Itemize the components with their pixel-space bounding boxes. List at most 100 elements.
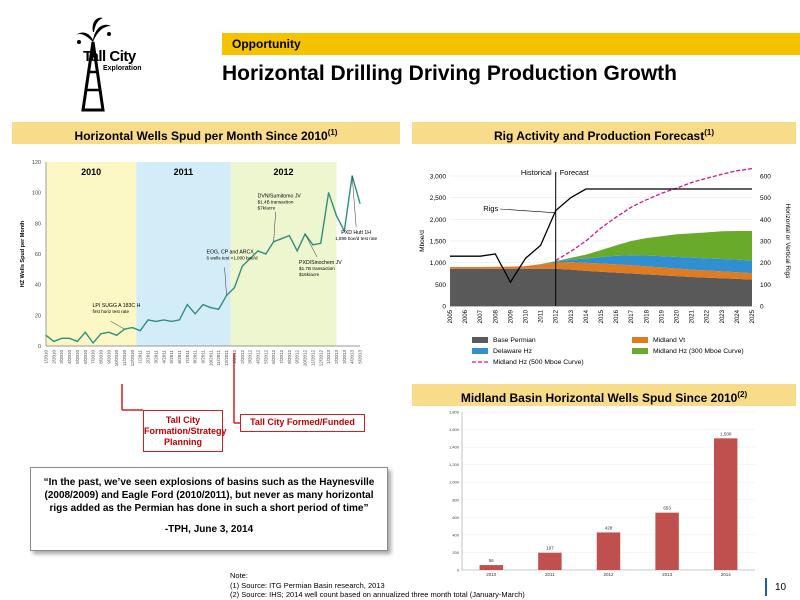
quote-attribution: -TPH, June 3, 2014 xyxy=(164,524,254,535)
y-tick-label: 1,000 xyxy=(449,480,460,485)
wells-point xyxy=(147,319,149,321)
x-tick-label: 2011 xyxy=(539,309,545,323)
wells-point xyxy=(351,175,353,177)
x-tick-label: 8/2011 xyxy=(193,350,198,364)
y2-tick-label: 200 xyxy=(760,260,771,267)
legend-label: Delaware Hz xyxy=(493,348,533,355)
footnotes: Note: (1) Source: ITG Permian Basin rese… xyxy=(230,571,525,600)
x-tick-label: 2012 xyxy=(603,572,614,576)
wells-point xyxy=(45,334,47,336)
legend-label: Midland Hz (300 Mboe Curve) xyxy=(653,348,744,355)
y-tick-label: 400 xyxy=(452,532,459,537)
y-tick-label: 1,400 xyxy=(449,445,460,450)
y2-tick-label: 400 xyxy=(760,217,771,224)
x-tick-label: 2014 xyxy=(584,309,590,323)
annotation-title: EOG, CP and ARCX xyxy=(207,249,255,255)
y-tick-label: 0 xyxy=(457,568,460,573)
x-tick-label: 3/2013 xyxy=(342,350,347,364)
note-1: (1) Source: ITG Permian Basin research, … xyxy=(230,580,385,590)
wells-point xyxy=(194,313,196,315)
y-tick-label: 1,200 xyxy=(449,462,460,467)
bar-value-label: 197 xyxy=(546,546,554,551)
legend-swatch xyxy=(632,337,648,343)
wells-point xyxy=(61,337,63,339)
midland-bar-chart: 0 200 400 600 800 1,000 1,200 1,400 1,600 1,800 56… xyxy=(449,410,755,576)
x-tick-label: 2/2011 xyxy=(146,350,151,364)
area-series xyxy=(450,262,752,280)
y-tick-label: 80 xyxy=(35,221,41,227)
logo-line1: Tall City xyxy=(83,48,136,65)
x-tick-label: 1/2011 xyxy=(138,350,143,364)
area-series xyxy=(450,255,752,274)
year-band-label: 2012 xyxy=(273,167,293,177)
callout-formation: Tall City Formation/Strategy Planning xyxy=(143,410,227,452)
note-2: (2) Source: IHS; 2014 well count based o… xyxy=(230,590,525,599)
callout-formed: Tall City Formed/Funded xyxy=(240,414,365,432)
x-tick-label: 2/2012 xyxy=(240,350,245,364)
x-tick-label: 1/2013 xyxy=(326,350,331,364)
y-tick-label: 0 xyxy=(38,344,41,350)
x-tick-label: 3/2010 xyxy=(59,350,64,364)
y-tick-label: 3,000 xyxy=(430,174,447,181)
bar-value-label: 428 xyxy=(605,525,613,530)
wells-point xyxy=(328,192,330,194)
y-tick-label: 1,600 xyxy=(449,427,460,432)
forecast-label: Forecast xyxy=(560,168,590,177)
quote-box: “In the past, we’ve seen explosions of b… xyxy=(30,467,388,551)
note-heading: Note: xyxy=(230,571,248,580)
wells-point xyxy=(343,230,345,232)
x-tick-label: 2013 xyxy=(569,309,575,323)
y-tick-label: 2,500 xyxy=(430,195,447,202)
wells-point xyxy=(186,304,188,306)
legend-label: Midland Hz (500 Mboe Curve) xyxy=(493,359,584,366)
y2-tick-label: 100 xyxy=(760,282,771,289)
x-tick-label: 9/2012 xyxy=(295,350,300,364)
bar-value-label: 1,500 xyxy=(720,431,732,436)
x-tick-label: 10/2010 xyxy=(114,350,119,367)
bar xyxy=(713,438,738,570)
x-tick-label: 12/2010 xyxy=(130,350,135,367)
bar xyxy=(479,565,504,570)
x-tick-label: 2022 xyxy=(705,309,711,323)
y-tick-label: 600 xyxy=(452,515,459,520)
company-logo: Tall City Exploration xyxy=(55,12,165,112)
top-right-panel-sup: (1) xyxy=(704,128,715,137)
x-tick-label: 2012 xyxy=(554,309,560,323)
wells-point xyxy=(92,342,94,344)
page-number: 10 xyxy=(775,582,787,593)
annotation-title: PXD Hutt 1H xyxy=(341,230,371,236)
x-tick-label: 4/2010 xyxy=(67,350,72,364)
legend-label: Midland Vt xyxy=(653,337,685,344)
left-panel-sup: (1) xyxy=(327,128,338,137)
y2-tick-label: 500 xyxy=(760,195,771,202)
x-tick-label: 6/2010 xyxy=(83,350,88,364)
y2-tick-label: 300 xyxy=(760,239,771,246)
annotation-detail: 6 wells test >1,000 boe/d xyxy=(207,255,258,260)
x-tick-label: 10/2012 xyxy=(303,350,308,367)
historical-label: Historical xyxy=(521,168,552,177)
derrick-icon xyxy=(75,17,111,112)
wells-point xyxy=(100,333,102,335)
x-tick-label: 10/2011 xyxy=(208,350,213,366)
left-panel-title: Horizontal Wells Spud per Month Since 20… xyxy=(74,129,328,143)
y2-tick-label: 600 xyxy=(760,174,771,181)
wells-point xyxy=(218,308,220,310)
x-tick-label: 2023 xyxy=(720,309,726,323)
x-tick-label: 2010 xyxy=(486,572,497,576)
area-series xyxy=(450,268,752,306)
x-tick-label: 8/2010 xyxy=(98,350,103,364)
annotation-leader xyxy=(273,211,276,242)
x-tick-label: 8/2012 xyxy=(287,350,292,364)
x-tick-label: 4/2013 xyxy=(350,350,355,364)
area-series xyxy=(450,231,752,267)
wells-point xyxy=(178,319,181,321)
annotation-leader xyxy=(351,175,357,227)
x-tick-label: 2014 xyxy=(721,572,732,576)
x-tick-label: 2025 xyxy=(750,309,756,323)
x-tick-label: 3/2011 xyxy=(153,350,158,364)
y2-axis-label: Horizontal or Vertical Rigs xyxy=(784,204,791,280)
rig-production-chart: 0 500 1,000 1,500 2,000 2,500 3,000 0 100 200 300 4… xyxy=(419,167,791,366)
y-tick-label: 1,500 xyxy=(430,239,447,246)
x-tick-label: 12/2012 xyxy=(318,350,323,367)
annotation-title: DVN/Sumitomo JV xyxy=(258,194,302,200)
